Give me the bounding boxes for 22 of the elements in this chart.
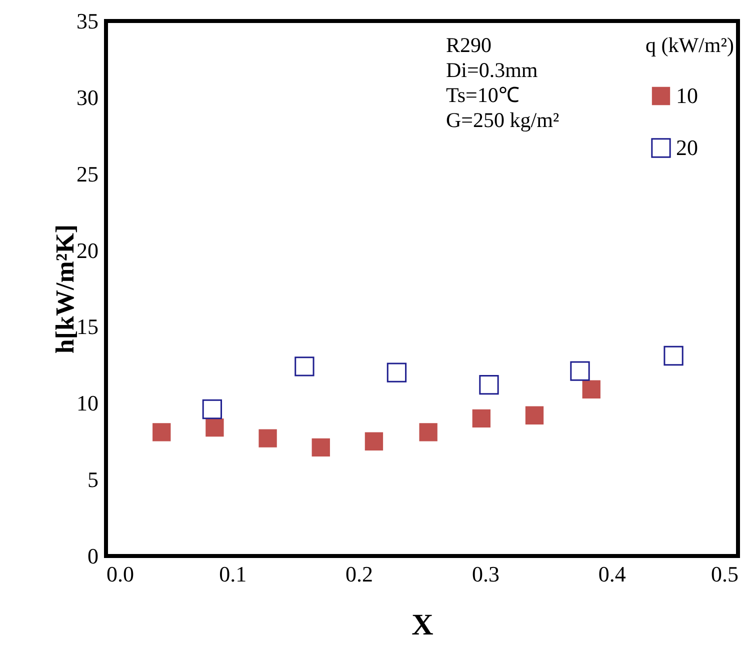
legend-label: 20: [676, 135, 698, 160]
legend-title: q (kW/m²): [645, 33, 734, 57]
x-tick-label: 0.5: [711, 562, 738, 586]
y-tick-label: 0: [88, 544, 98, 568]
y-tick-label: 5: [88, 467, 98, 492]
annotation: Di=0.3mm: [446, 58, 538, 82]
y-tick-label: 20: [76, 238, 98, 263]
x-tick-label: 0.0: [106, 562, 134, 586]
x-tick-label: 0.1: [219, 562, 247, 586]
y-tick-label: 35: [76, 8, 98, 34]
y-tick-label: 30: [76, 84, 98, 110]
annotation: Ts=10℃: [446, 83, 520, 107]
y-tick-label: 10: [76, 390, 98, 416]
legend-label: 10: [676, 83, 698, 108]
y-tick-label: 15: [76, 314, 98, 340]
x-axis-title: X: [412, 608, 434, 642]
x-tick-label: 0.2: [346, 562, 374, 586]
annotation: G=250 kg/m²: [446, 108, 560, 132]
x-tick-label: 0.4: [598, 562, 626, 586]
y-tick-label: 25: [76, 161, 98, 186]
x-tick-label: 0.3: [472, 562, 500, 586]
annotation: R290: [446, 33, 492, 57]
